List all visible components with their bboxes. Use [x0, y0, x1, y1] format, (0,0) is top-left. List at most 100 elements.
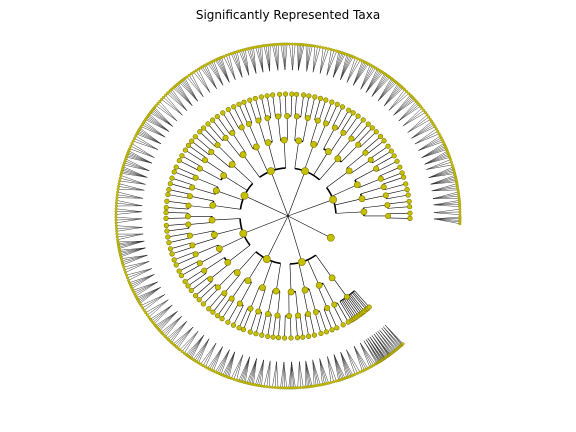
branch [171, 177, 194, 186]
tip-branch [418, 141, 444, 151]
tip-branch [411, 121, 432, 139]
clade-node [326, 233, 335, 242]
tip-branch [226, 55, 236, 80]
tip-branch [116, 202, 143, 207]
branch [223, 175, 248, 191]
clade-node [206, 306, 212, 312]
clade-node [380, 183, 387, 190]
branch [199, 168, 222, 181]
branch [277, 291, 281, 316]
clade-node [329, 195, 337, 204]
branch [283, 140, 286, 169]
branch [360, 131, 377, 148]
tip-branch [333, 52, 343, 78]
tip-node [147, 315, 151, 319]
tip-branch [146, 118, 170, 132]
clade-node [205, 121, 211, 127]
clade-node [192, 293, 199, 299]
tip-node [324, 46, 328, 50]
branch [379, 166, 400, 177]
clade-node [196, 260, 203, 267]
tip-branch [433, 208, 460, 213]
tip-branch [290, 361, 292, 388]
tip-branch [333, 354, 341, 380]
branch [199, 131, 216, 148]
clade-node [399, 170, 405, 176]
tip-branch [393, 96, 412, 116]
tip-branch [373, 333, 391, 355]
tip-branch [433, 204, 460, 207]
tip-branch [227, 351, 235, 378]
tip-branch [228, 351, 235, 378]
tip-node [321, 46, 325, 50]
clade-node [210, 309, 216, 315]
tip-branch [340, 54, 349, 80]
tip-branch [249, 358, 257, 384]
clade-node [209, 117, 216, 123]
clade-node [189, 242, 196, 249]
tip-branch [119, 183, 145, 191]
tip-branch [128, 150, 152, 164]
clade-node [179, 153, 185, 159]
tip-branch [168, 91, 188, 111]
tip-branch [359, 342, 371, 368]
tip-branch [367, 338, 384, 360]
tip-branch [246, 358, 257, 384]
branch [225, 137, 241, 157]
clade-node [230, 322, 237, 328]
branch [313, 151, 329, 176]
branch [255, 312, 263, 334]
tip-branch [433, 218, 460, 224]
tip-node [335, 49, 339, 53]
tip-branch [418, 135, 441, 151]
tip-branch [365, 70, 381, 93]
tip-branch [327, 356, 332, 383]
clade-node [381, 138, 387, 144]
tip-branch [319, 358, 329, 384]
branch [262, 261, 273, 288]
tip-branch [326, 50, 335, 76]
tip-node [118, 179, 122, 183]
tip-branch [384, 324, 404, 344]
clade-node [189, 184, 196, 191]
tip-node [114, 221, 118, 225]
tip-branch [118, 188, 145, 191]
branch [350, 293, 365, 312]
branch [353, 123, 369, 141]
tip-branch [153, 108, 173, 127]
branch [331, 184, 358, 197]
clade-node [240, 191, 249, 200]
clade-node [202, 157, 209, 164]
clade-node [334, 101, 340, 107]
tip-branch [340, 54, 348, 80]
tip-branch [154, 107, 173, 127]
tip-branch [163, 316, 182, 336]
tip-branch [305, 44, 307, 72]
tip-branch [319, 47, 324, 74]
clade-node [265, 333, 271, 339]
tip-branch [414, 133, 440, 145]
tip-branch [353, 63, 369, 86]
tip-node [192, 70, 196, 74]
tip-branch [162, 316, 182, 334]
tip-branch [193, 338, 210, 360]
branch [217, 270, 235, 288]
clade-node [366, 304, 372, 310]
branch [295, 291, 299, 316]
clade-node [163, 204, 169, 211]
tip-branch [383, 86, 402, 107]
branch [258, 120, 266, 144]
branch [384, 183, 406, 191]
tip-branch [188, 335, 204, 357]
clade-node [231, 104, 237, 110]
clade-node [394, 158, 400, 164]
branch [290, 94, 293, 117]
tip-branch [411, 123, 433, 139]
tip-branch [138, 287, 161, 303]
tip-branch [377, 79, 393, 102]
tip-node [332, 380, 336, 384]
tip-branch [377, 81, 396, 102]
tip-branch [299, 361, 301, 388]
tip-branch [312, 46, 318, 73]
tip-branch [257, 46, 264, 73]
